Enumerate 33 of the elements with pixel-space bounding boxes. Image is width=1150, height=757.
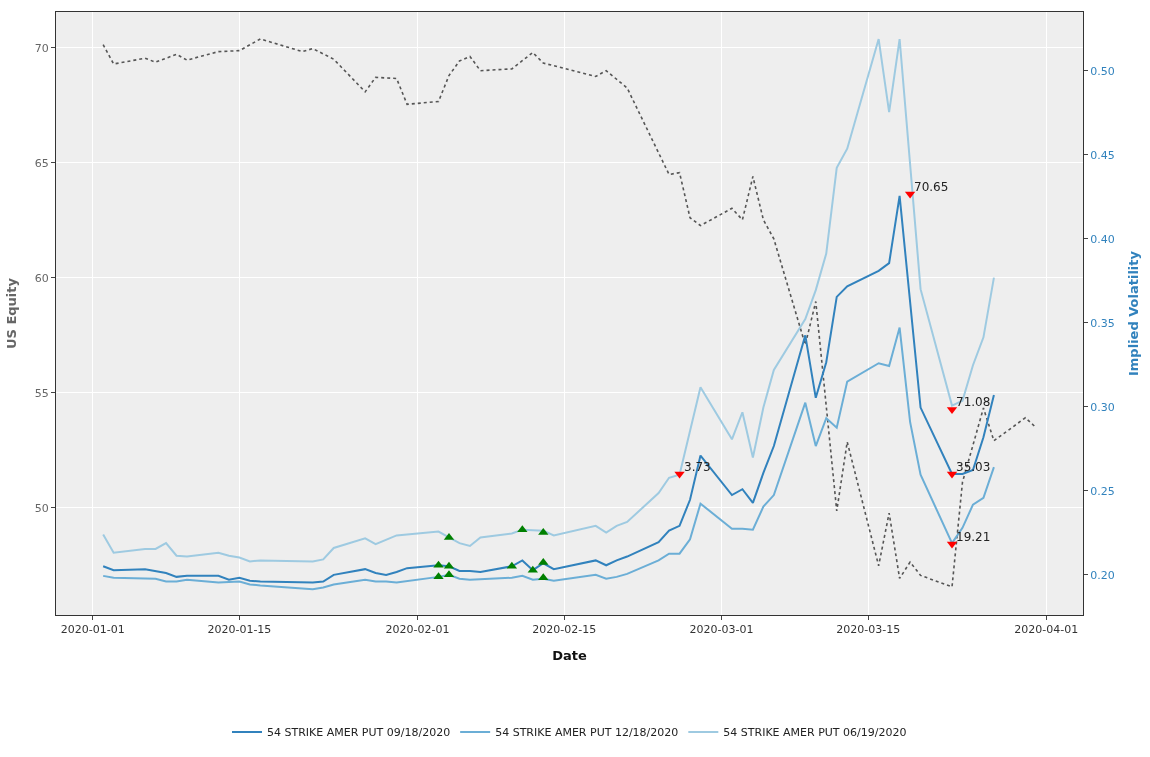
y2-tick-label: 0.30 <box>1090 400 1115 414</box>
y2-tick-label: 0.35 <box>1090 316 1115 330</box>
y-tick-label: 55 <box>34 386 49 400</box>
y2-tick-label: 0.50 <box>1090 64 1115 78</box>
x-tick-label: 2020-04-01 <box>1014 623 1079 637</box>
x-tick-label: 2020-02-15 <box>532 623 597 637</box>
annotation: 70.65 <box>914 180 949 194</box>
y-tick-label: 50 <box>34 501 49 515</box>
legend-label: 54 STRIKE AMER PUT 12/18/2020 <box>495 726 679 740</box>
annotation: 71.08 <box>956 395 991 409</box>
y2-tick-label: 0.20 <box>1090 568 1115 582</box>
x-tick-label: 2020-03-15 <box>836 623 901 637</box>
y2-tick-label: 0.25 <box>1090 484 1115 498</box>
x-tick-label: 2020-03-01 <box>689 623 754 637</box>
line-series <box>102 326 995 591</box>
point <box>538 557 549 565</box>
legend-label: 54 STRIKE AMER PUT 09/18/2020 <box>267 726 451 740</box>
y2-axis-title: Implied Volatility <box>1126 250 1142 377</box>
point <box>433 572 444 580</box>
x-tick-label: 2020-02-01 <box>385 623 450 637</box>
annotation: 19.21 <box>956 530 991 544</box>
y-tick-label: 70 <box>34 41 49 55</box>
x-axis-title: Date <box>552 647 587 663</box>
y-tick-label: 60 <box>34 271 49 285</box>
point <box>433 560 444 568</box>
x-tick-label: 2020-01-01 <box>60 623 125 637</box>
y-tick-label: 65 <box>34 156 49 170</box>
line-series <box>102 194 995 584</box>
y2-tick-label: 0.40 <box>1090 232 1115 246</box>
legend-label: 54 STRIKE AMER PUT 06/19/2020 <box>723 726 907 740</box>
y2-tick-label: 0.45 <box>1090 148 1115 162</box>
x-tick-label: 2020-01-15 <box>207 623 272 637</box>
y-axis-title: US Equity <box>3 277 19 350</box>
